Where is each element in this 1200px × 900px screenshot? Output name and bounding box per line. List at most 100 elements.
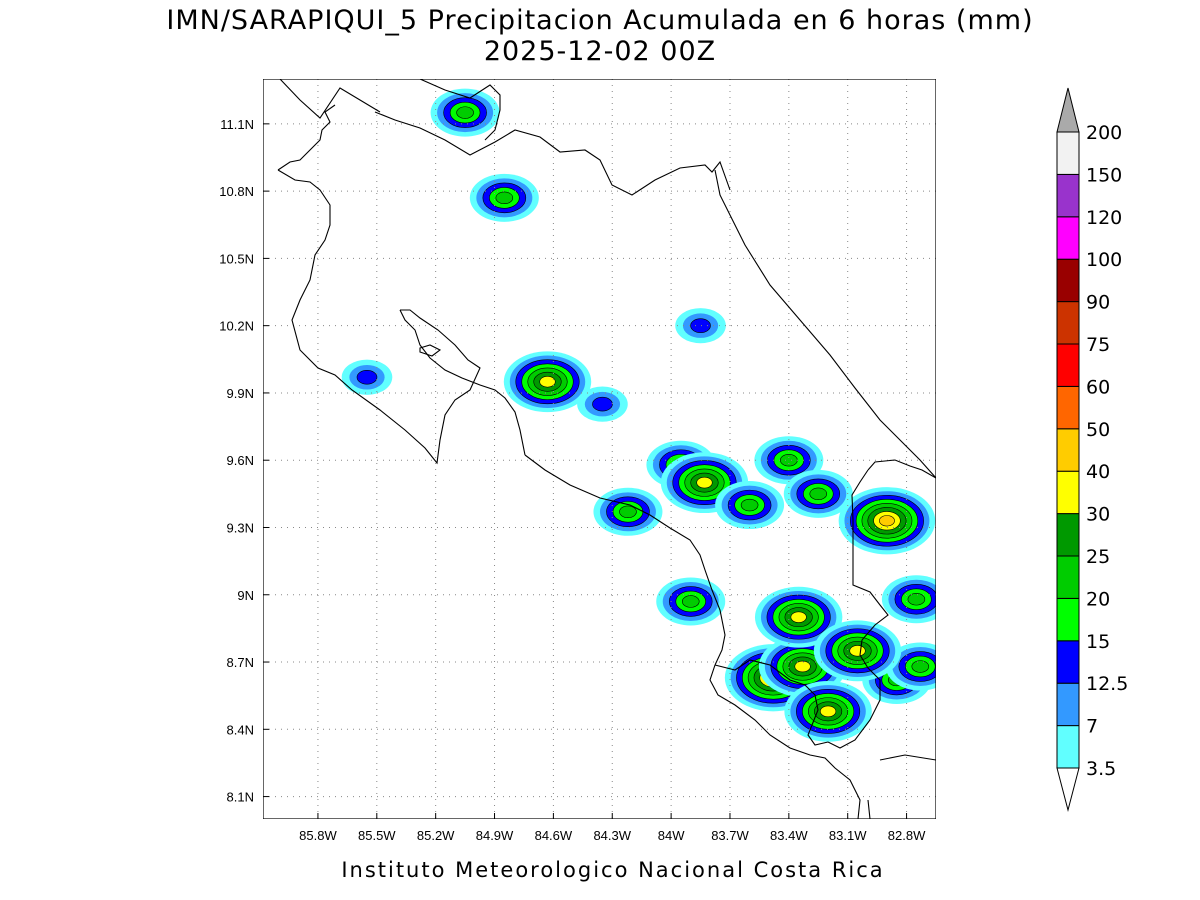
rain-cell-8 [715, 481, 785, 530]
y-tick-label: 8.1N [227, 790, 254, 805]
rain-contour-9-4 [780, 454, 798, 467]
rain-cell-13 [656, 577, 726, 626]
rain-cell-17 [784, 680, 872, 742]
colorbar-label: 90 [1086, 292, 1110, 314]
rain-cell-4 [675, 308, 726, 344]
x-tick-label: 85.8W [299, 828, 337, 843]
x-tick-label: 85.5W [358, 828, 396, 843]
rain-cell-11 [838, 487, 936, 555]
colorbar-label: 20 [1086, 588, 1110, 610]
x-tick-label: 84.6W [535, 828, 573, 843]
rain-contour-15-6 [794, 660, 811, 673]
coastline-borders [277, 79, 936, 819]
colorbar-label: 100 [1086, 249, 1122, 271]
rain-cell-20 [881, 575, 936, 624]
x-tick-label: 85.2W [417, 828, 455, 843]
colorbar-label: 75 [1086, 334, 1110, 356]
latitude-axis: 11.1N 10.8N 10.5N 10.2N 9.9N 9.6N 9.3N 9N 8.7N 8.… [219, 117, 269, 805]
colorbar-label: 40 [1086, 461, 1110, 483]
precipitation-colorbar: 3.5 7 12.5 15 20 25 30 40 50 60 75 90 100 120 150 200 [1056, 87, 1128, 812]
colorbar-swatch [1056, 682, 1080, 727]
colorbar-swatch [1056, 173, 1080, 218]
x-tick-label: 83.1W [829, 828, 867, 843]
x-tick-label: 83.4W [770, 828, 808, 843]
rain-cell-16 [754, 586, 843, 648]
rain-contour-17-6 [820, 705, 837, 718]
colorbar-swatch [1056, 216, 1080, 260]
map-subtitle: 2025-12-02 00Z [484, 36, 716, 67]
colorbar-swatch [1056, 597, 1080, 642]
colorbar-swatch [1056, 513, 1080, 557]
colorbar-under-triangle [1056, 767, 1080, 812]
colorbar-label: 150 [1086, 164, 1122, 186]
colorbar-label: 7 [1086, 716, 1098, 738]
rain-cell-5 [577, 386, 628, 422]
y-tick-label: 10.8N [219, 184, 254, 199]
colorbar-label: 12.5 [1086, 673, 1128, 695]
colorbar-swatch [1056, 385, 1080, 430]
colorbar-swatch [1056, 555, 1080, 599]
rain-cell-10 [783, 469, 853, 518]
y-tick-label: 10.2N [219, 319, 254, 334]
rain-contour-4-2 [690, 318, 711, 333]
x-tick-label: 82.8W [888, 828, 926, 843]
x-tick-label: 84.3W [593, 828, 631, 843]
colorbar-swatch [1056, 343, 1080, 387]
rain-contour-19-4 [911, 660, 930, 673]
colorbar-swatch [1056, 258, 1080, 303]
colorbar-swatch [1056, 470, 1080, 515]
colorbar-swatch [1056, 131, 1080, 175]
y-tick-label: 9N [237, 588, 254, 603]
map-title: IMN/SARAPIQUI_5 Precipitacion Acumulada … [166, 5, 1033, 36]
y-tick-label: 9.6N [227, 453, 254, 468]
rain-cell-7 [660, 452, 749, 514]
colorbar-label: 60 [1086, 376, 1110, 398]
rain-contour-8-4 [740, 498, 759, 512]
y-tick-label: 10.5N [219, 251, 254, 266]
rain-cell-1 [469, 173, 539, 222]
colorbar-label: 200 [1086, 122, 1122, 144]
longitude-axis: 85.8W 85.5W 85.2W 84.9W 84.6W 84.3W 84W 83.7W 83… [299, 813, 926, 843]
x-tick-label: 83.7W [711, 828, 749, 843]
x-tick-label: 84.9W [476, 828, 514, 843]
rain-contour-11-7 [879, 515, 895, 527]
rain-contour-1-4 [495, 191, 514, 205]
colorbar-label: 120 [1086, 207, 1122, 229]
y-tick-label: 8.4N [227, 722, 254, 737]
precipitation-field [341, 88, 936, 742]
rain-contour-5-2 [592, 396, 613, 412]
y-tick-label: 8.7N [227, 655, 254, 670]
colorbar-swatch [1056, 428, 1080, 472]
colorbar-label: 25 [1086, 546, 1110, 568]
rain-contour-12-4 [619, 505, 637, 518]
colorbar-label: 30 [1086, 504, 1110, 526]
colorbar-label: 50 [1086, 419, 1110, 441]
rain-contour-2-6 [539, 376, 556, 388]
x-tick-label: 84W [658, 828, 685, 843]
rain-contour-13-4 [681, 595, 700, 608]
rain-cell-0 [430, 88, 500, 137]
rain-cell-12 [593, 487, 663, 536]
rain-contour-0-4 [456, 106, 474, 119]
colorbar-over-triangle [1056, 87, 1080, 133]
y-tick-label: 9.9N [227, 386, 254, 401]
rain-contour-21-6 [849, 645, 866, 657]
map-gridlines [263, 79, 936, 819]
rain-contour-3-2 [356, 370, 378, 385]
colorbar-swatch [1056, 301, 1080, 345]
rain-contour-10-4 [809, 487, 828, 501]
colorbar-swatch [1056, 725, 1080, 769]
rain-contour-7-6 [696, 476, 713, 489]
y-tick-label: 9.3N [227, 520, 254, 535]
rain-cell-21 [813, 620, 902, 682]
institution-credit: Instituto Meteorologico Nacional Costa R… [341, 858, 884, 882]
rain-contour-16-6 [790, 611, 807, 623]
rain-contour-20-4 [907, 593, 926, 606]
rain-cell-19 [885, 642, 936, 691]
colorbar-label: 15 [1086, 631, 1110, 653]
colorbar-swatch [1056, 640, 1080, 684]
y-tick-label: 11.1N [220, 117, 254, 132]
rain-cell-3 [341, 359, 393, 395]
map-plot-area [263, 79, 936, 819]
